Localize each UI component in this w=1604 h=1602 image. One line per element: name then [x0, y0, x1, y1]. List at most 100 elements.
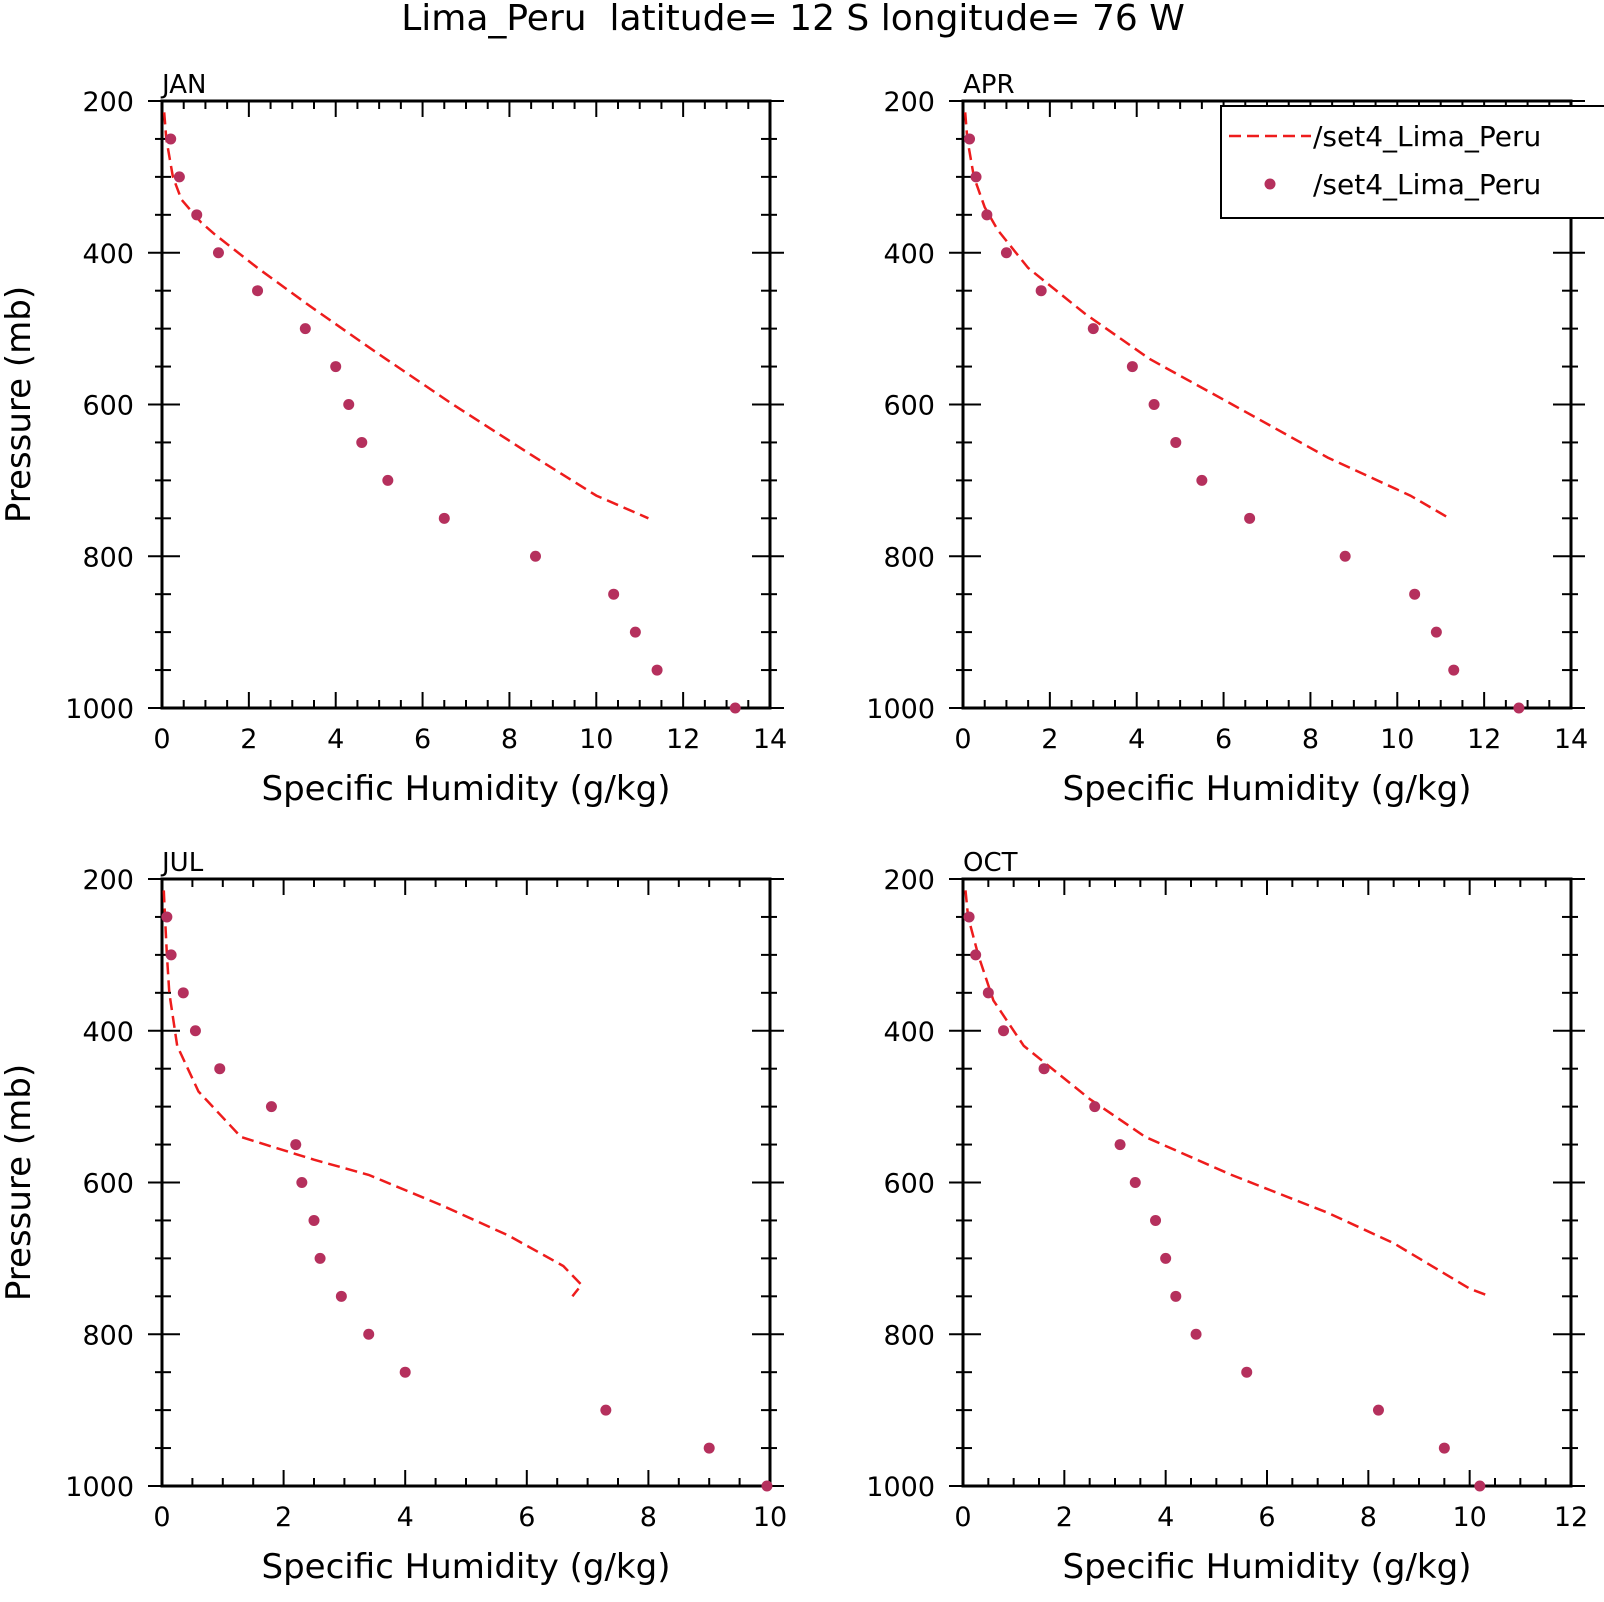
data-point-obs [191, 209, 203, 221]
data-point-obs [314, 1252, 326, 1264]
data-point-obs [1089, 1101, 1101, 1113]
data-point-obs [761, 1480, 773, 1492]
data-point-obs [703, 1442, 715, 1454]
y-tick-label: 1000 [866, 1472, 935, 1503]
data-point-obs [1160, 1252, 1172, 1264]
x-tick-label: 0 [153, 1502, 170, 1533]
data-point-obs [1448, 664, 1460, 676]
y-tick-label: 1000 [65, 1472, 134, 1503]
data-point-obs [1474, 1480, 1486, 1492]
x-tick-label: 12 [1467, 724, 1501, 755]
plot-frame [160, 877, 772, 1488]
y-tick-label: 600 [82, 1169, 134, 1200]
x-tick-label: 8 [640, 1502, 657, 1533]
figure-title: Lima_Peru latitude= 12 S longitude= 76 W [401, 0, 1185, 39]
data-point-obs [608, 588, 620, 600]
data-point-obs [970, 171, 982, 183]
y-tick-label: 200 [883, 87, 935, 118]
data-point-obs [165, 133, 177, 145]
y-tick-label: 400 [883, 1017, 935, 1048]
x-tick-label: 12 [1554, 1502, 1588, 1533]
data-point-obs [1339, 550, 1351, 562]
data-point-obs [1035, 285, 1047, 297]
data-point-obs [214, 1063, 226, 1075]
x-tick-label: 4 [327, 724, 344, 755]
x-tick-label: 8 [1360, 1502, 1377, 1533]
data-point-obs [173, 171, 185, 183]
data-point-obs [1114, 1139, 1126, 1151]
y-tick-label: 400 [883, 239, 935, 270]
x-axis-label: Specific Humidity (g/kg) [262, 1547, 671, 1587]
x-tick-label: 0 [954, 1502, 971, 1533]
data-point-obs [1000, 247, 1012, 259]
y-tick-label: 200 [883, 865, 935, 896]
data-point-obs [982, 987, 994, 999]
panel-oct: OCT 0 2 4 6 8 10 12 200 400 600 800 1000 Specific Hum… [866, 848, 1588, 1587]
data-point-obs [265, 1101, 277, 1113]
y-tick-label: 400 [82, 239, 134, 270]
data-point-obs [1038, 1063, 1050, 1075]
y-tick-label: 600 [82, 391, 134, 422]
panel-title: JUL [160, 848, 204, 878]
legend-label: /set4_Lima_Peru [1313, 120, 1541, 153]
x-tick-label: 12 [666, 724, 700, 755]
y-tick-label: 800 [883, 1320, 935, 1351]
data-point-obs [963, 911, 975, 923]
data-point-obs [290, 1139, 302, 1151]
panel-title: APR [963, 70, 1015, 100]
data-point-obs [729, 702, 741, 714]
y-axis-label: Pressure (mb) [0, 286, 39, 523]
legend-swatch-marker [1264, 178, 1276, 190]
data-point-obs [1196, 474, 1208, 486]
x-tick-label: 14 [753, 724, 787, 755]
data-point-obs [964, 133, 976, 145]
x-tick-label: 2 [1056, 1502, 1073, 1533]
x-tick-label: 6 [414, 724, 431, 755]
x-tick-label: 2 [240, 724, 257, 755]
y-tick-label: 800 [82, 542, 134, 573]
data-point-obs [1170, 1290, 1182, 1302]
data-point-obs [161, 911, 173, 923]
legend: /set4_Lima_Peru/set4_Lima_Peru [1220, 105, 1604, 219]
data-point-obs [177, 987, 189, 999]
x-tick-label: 2 [1041, 724, 1058, 755]
y-tick-label: 1000 [65, 694, 134, 725]
data-point-obs [600, 1404, 612, 1416]
x-tick-label: 10 [753, 1502, 787, 1533]
data-point-obs [296, 1177, 308, 1188]
data-point-obs [1241, 1366, 1253, 1378]
data-point-obs [1409, 588, 1421, 600]
data-point-obs [438, 512, 450, 524]
panel-title: OCT [963, 848, 1018, 878]
data-point-obs [399, 1366, 411, 1378]
x-axis-label: Specific Humidity (g/kg) [1063, 1547, 1472, 1587]
plot-frame [961, 877, 1573, 1488]
data-point-obs [343, 399, 355, 410]
data-point-obs [1129, 1177, 1141, 1188]
y-tick-label: 600 [883, 391, 935, 422]
plot-frame [160, 99, 772, 710]
panel-jul: JUL 0 2 4 6 8 10 200 400 600 800 1000 Specific Humid… [0, 848, 787, 1587]
y-tick-label: 200 [82, 865, 134, 896]
x-axis-label: Specific Humidity (g/kg) [1063, 769, 1472, 809]
y-tick-label: 600 [883, 1169, 935, 1200]
x-tick-label: 10 [1380, 724, 1414, 755]
x-axis-label: Specific Humidity (g/kg) [262, 769, 671, 809]
legend-box [1220, 105, 1604, 219]
legend-label: /set4_Lima_Peru [1313, 168, 1541, 201]
data-point-obs [189, 1025, 201, 1037]
x-tick-label: 4 [397, 1502, 414, 1533]
x-tick-label: 8 [1302, 724, 1319, 755]
x-tick-label: 0 [954, 724, 971, 755]
data-point-obs [1126, 361, 1138, 373]
data-point-obs [651, 664, 663, 676]
x-tick-label: 2 [275, 1502, 292, 1533]
y-axis-label: Pressure (mb) [0, 1064, 39, 1301]
data-point-obs [308, 1214, 320, 1226]
x-tick-label: 6 [1215, 724, 1232, 755]
data-point-obs [165, 949, 177, 961]
data-point-obs [629, 626, 641, 638]
data-point-obs [382, 474, 394, 486]
x-tick-label: 6 [1258, 1502, 1275, 1533]
